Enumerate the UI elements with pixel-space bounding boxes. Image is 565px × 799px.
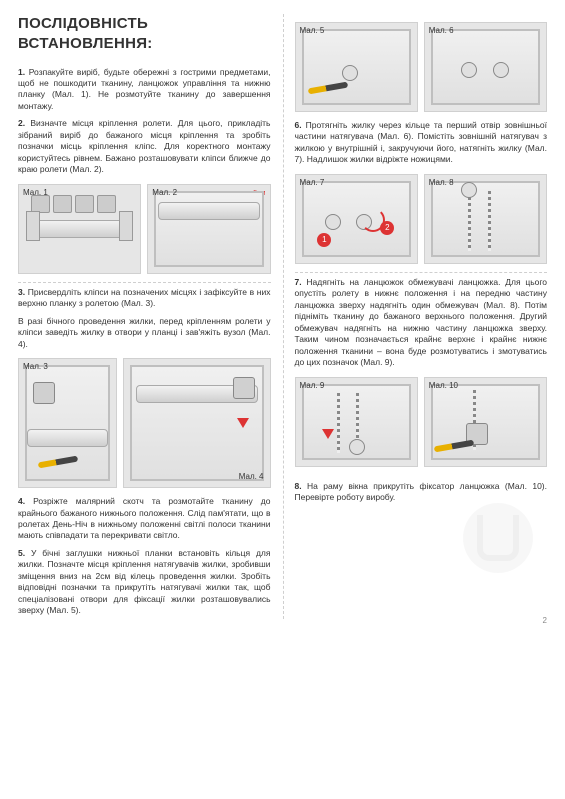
step-4-text: Розріжте малярний скотч та розмотайте тк… — [18, 496, 271, 540]
step-8: 8. На раму вікна прикрутіть фіксатор лан… — [295, 481, 548, 504]
figure-5-label: Мал. 5 — [300, 26, 325, 37]
step-7: 7. Надягніть на ланцюжок обмежувачі ланц… — [295, 277, 548, 369]
clip-icon — [33, 382, 55, 404]
callout-2: 2 — [380, 221, 394, 235]
figure-6-label: Мал. 6 — [429, 26, 454, 37]
instruction-page: ПОСЛІДОВНІСТЬ ВСТАНОВЛЕННЯ: 1. Розпакуйт… — [0, 0, 565, 633]
step-3b: В разі бічного проведення жилки, перед к… — [18, 316, 271, 350]
step-4: 4. Розріжте малярний скотч та розмотайте… — [18, 496, 271, 542]
figure-1: Мал. 1 — [18, 184, 141, 274]
page-title: ПОСЛІДОВНІСТЬ ВСТАНОВЛЕННЯ: — [18, 14, 271, 55]
figure-3-label: Мал. 3 — [23, 362, 48, 373]
figure-8: Мал. 8 — [424, 174, 547, 264]
step-5: 5. У бічні заглушки нижньої планки встан… — [18, 548, 271, 617]
step-1: 1. Розпакуйте виріб, будьте обережні з г… — [18, 67, 271, 113]
tensioner-icon — [342, 65, 358, 81]
step-6: 6. Протягніть жилку через кільце та перш… — [295, 120, 548, 166]
left-column: ПОСЛІДОВНІСТЬ ВСТАНОВЛЕННЯ: 1. Розпакуйт… — [18, 14, 283, 623]
step-8-text: На раму вікна прикрутіть фіксатор ланцюж… — [295, 481, 548, 502]
window-frame-icon — [431, 181, 540, 257]
limiter-icon — [349, 439, 365, 455]
step-2: 2. Визначте місця кріплення ролети. Для … — [18, 118, 271, 175]
window-frame-icon — [431, 29, 540, 105]
step-2-text: Визначте місця кріплення ролети. Для цьо… — [18, 118, 271, 174]
figure-2: Мал. 2 ~5см — [147, 184, 270, 274]
figure-6: Мал. 6 — [424, 22, 547, 112]
horizontal-divider — [18, 282, 271, 283]
figure-10-label: Мал. 10 — [429, 381, 458, 392]
figure-4-label: Мал. 4 — [239, 472, 264, 483]
step-3a: 3. Присвердліть кліпси на позначених міс… — [18, 287, 271, 310]
clip-icon — [233, 377, 255, 399]
figure-8-label: Мал. 8 — [429, 178, 454, 189]
vertical-divider — [283, 14, 284, 619]
figs-3-4: Мал. 3 Мал. 4 — [18, 358, 271, 488]
figure-1-label: Мал. 1 — [23, 188, 48, 199]
figs-9-10: Мал. 9 Мал. 10 — [295, 377, 548, 467]
blind-roll-icon — [158, 202, 260, 220]
watermark-icon — [463, 503, 533, 573]
figs-1-2: Мал. 1 Мал. 2 ~5см — [18, 184, 271, 274]
arrow-down-icon — [237, 418, 249, 428]
figure-10: Мал. 10 — [424, 377, 547, 467]
step-6-text: Протягніть жилку через кільце та перший … — [295, 120, 548, 164]
tensioner-icon — [325, 214, 341, 230]
bracket-left-icon — [26, 211, 40, 241]
chain-icon — [468, 191, 471, 251]
step-5-text: У бічні заглушки нижньої планки встанові… — [18, 548, 271, 615]
figure-5: Мал. 5 — [295, 22, 418, 112]
step-7-text: Надягніть на ланцюжок обмежувачі ланцюжк… — [295, 277, 548, 367]
arrow-down-icon — [322, 429, 334, 439]
chain-icon — [488, 191, 491, 251]
tensioner-part-icon — [461, 62, 477, 78]
chain-icon — [337, 393, 340, 453]
figure-9: Мал. 9 — [295, 377, 418, 467]
bracket-right-icon — [119, 211, 133, 241]
step-1-text: Розпакуйте виріб, будьте обережні з гост… — [18, 67, 271, 111]
figure-3: Мал. 3 — [18, 358, 117, 488]
figure-2-label: Мал. 2 — [152, 188, 177, 199]
horizontal-divider — [295, 272, 548, 273]
figure-4: Мал. 4 — [123, 358, 271, 488]
page-number: 2 — [543, 616, 547, 627]
figure-9-label: Мал. 9 — [300, 381, 325, 392]
figure-7: Мал. 7 1 2 — [295, 174, 418, 264]
step-3a-text: Присвердліть кліпси на позначених місцях… — [18, 287, 270, 308]
limiter-icon — [461, 182, 477, 198]
blind-roll-icon — [27, 429, 108, 447]
figs-7-8: Мал. 7 1 2 Мал. 8 — [295, 174, 548, 264]
blind-roll-icon — [29, 220, 131, 238]
tensioner-part-icon — [493, 62, 509, 78]
figure-7-label: Мал. 7 — [300, 178, 325, 189]
figs-5-6: Мал. 5 Мал. 6 — [295, 22, 548, 112]
